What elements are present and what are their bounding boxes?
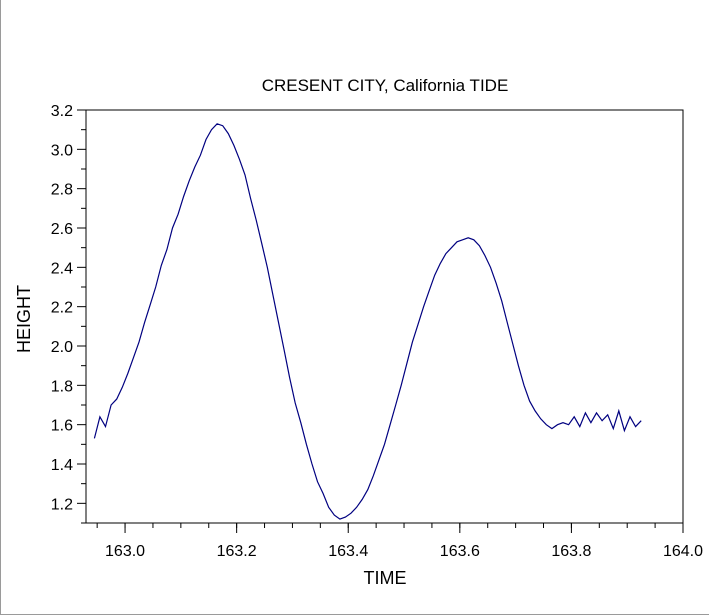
y-tick-label: 2.0 [51,339,73,356]
plot-area [85,109,684,524]
x-tick-label: 163.8 [551,543,591,560]
y-tick-label: 1.2 [51,496,73,513]
y-axis-label: HEIGHT [14,285,34,353]
y-tick-label: 2.4 [51,260,73,277]
y-tick-label: 3.2 [51,103,73,120]
y-tick-label: 3.0 [51,142,73,159]
y-tick-label: 1.6 [51,418,73,435]
x-axis-label: TIME [364,568,407,588]
y-tick-label: 2.2 [51,300,73,317]
x-tick-label: 164.0 [663,543,703,560]
y-tick-label: 1.4 [51,457,73,474]
chart-title: CRESENT CITY, California TIDE [262,76,509,95]
x-tick-label: 163.4 [328,543,368,560]
x-tick-label: 163.0 [105,543,145,560]
x-tick-label: 163.2 [217,543,257,560]
y-tick-label: 2.6 [51,221,73,238]
y-tick-label: 1.8 [51,378,73,395]
x-tick-label: 163.6 [440,543,480,560]
y-tick-label: 2.8 [51,182,73,199]
tide-series-line [93,123,642,520]
